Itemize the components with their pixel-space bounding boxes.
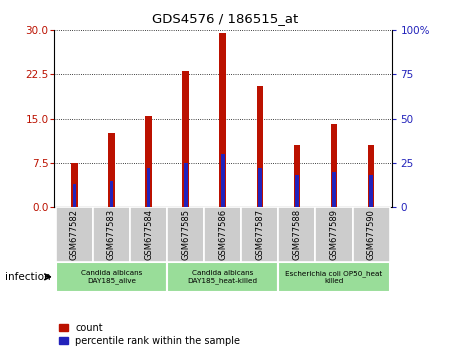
Bar (369, 175, 373, 207)
Bar (110, 181, 113, 207)
Bar (72, 184, 76, 207)
Bar (258, 168, 262, 207)
Text: GSM677587: GSM677587 (255, 209, 264, 260)
Bar (145, 116, 152, 207)
Bar (331, 125, 338, 207)
Text: GSM677586: GSM677586 (218, 209, 227, 260)
Text: Candida albicans
DAY185_alive: Candida albicans DAY185_alive (81, 270, 142, 284)
Bar (56, 207, 93, 262)
Bar (293, 145, 300, 207)
Text: Escherichia coli OP50_heat
killed: Escherichia coli OP50_heat killed (285, 270, 382, 284)
Text: GDS4576 / 186515_at: GDS4576 / 186515_at (152, 12, 298, 25)
Bar (352, 207, 390, 262)
Bar (204, 207, 241, 262)
Text: GSM677589: GSM677589 (329, 209, 338, 260)
Bar (332, 172, 336, 207)
Text: GSM677585: GSM677585 (181, 209, 190, 260)
Bar (295, 175, 299, 207)
Bar (279, 207, 315, 262)
Bar (71, 163, 78, 207)
Bar (147, 168, 150, 207)
Bar (256, 86, 263, 207)
Bar (220, 33, 226, 207)
Text: GSM677584: GSM677584 (144, 209, 153, 260)
Text: infection: infection (4, 272, 50, 282)
Bar (108, 133, 115, 207)
Bar (315, 207, 352, 262)
Text: GSM677583: GSM677583 (107, 209, 116, 260)
Text: GSM677582: GSM677582 (70, 209, 79, 260)
Text: GSM677590: GSM677590 (367, 209, 376, 260)
Bar (130, 207, 167, 262)
Bar (279, 262, 390, 292)
Bar (241, 207, 279, 262)
Bar (221, 154, 225, 207)
Bar (184, 163, 188, 207)
Bar (368, 145, 374, 207)
Legend: count, percentile rank within the sample: count, percentile rank within the sample (59, 323, 240, 346)
Text: GSM677588: GSM677588 (292, 209, 302, 260)
Bar (167, 207, 204, 262)
Text: Candida albicans
DAY185_heat-killed: Candida albicans DAY185_heat-killed (188, 270, 258, 284)
Bar (93, 207, 130, 262)
Bar (167, 262, 279, 292)
Bar (182, 72, 189, 207)
Bar (56, 262, 167, 292)
